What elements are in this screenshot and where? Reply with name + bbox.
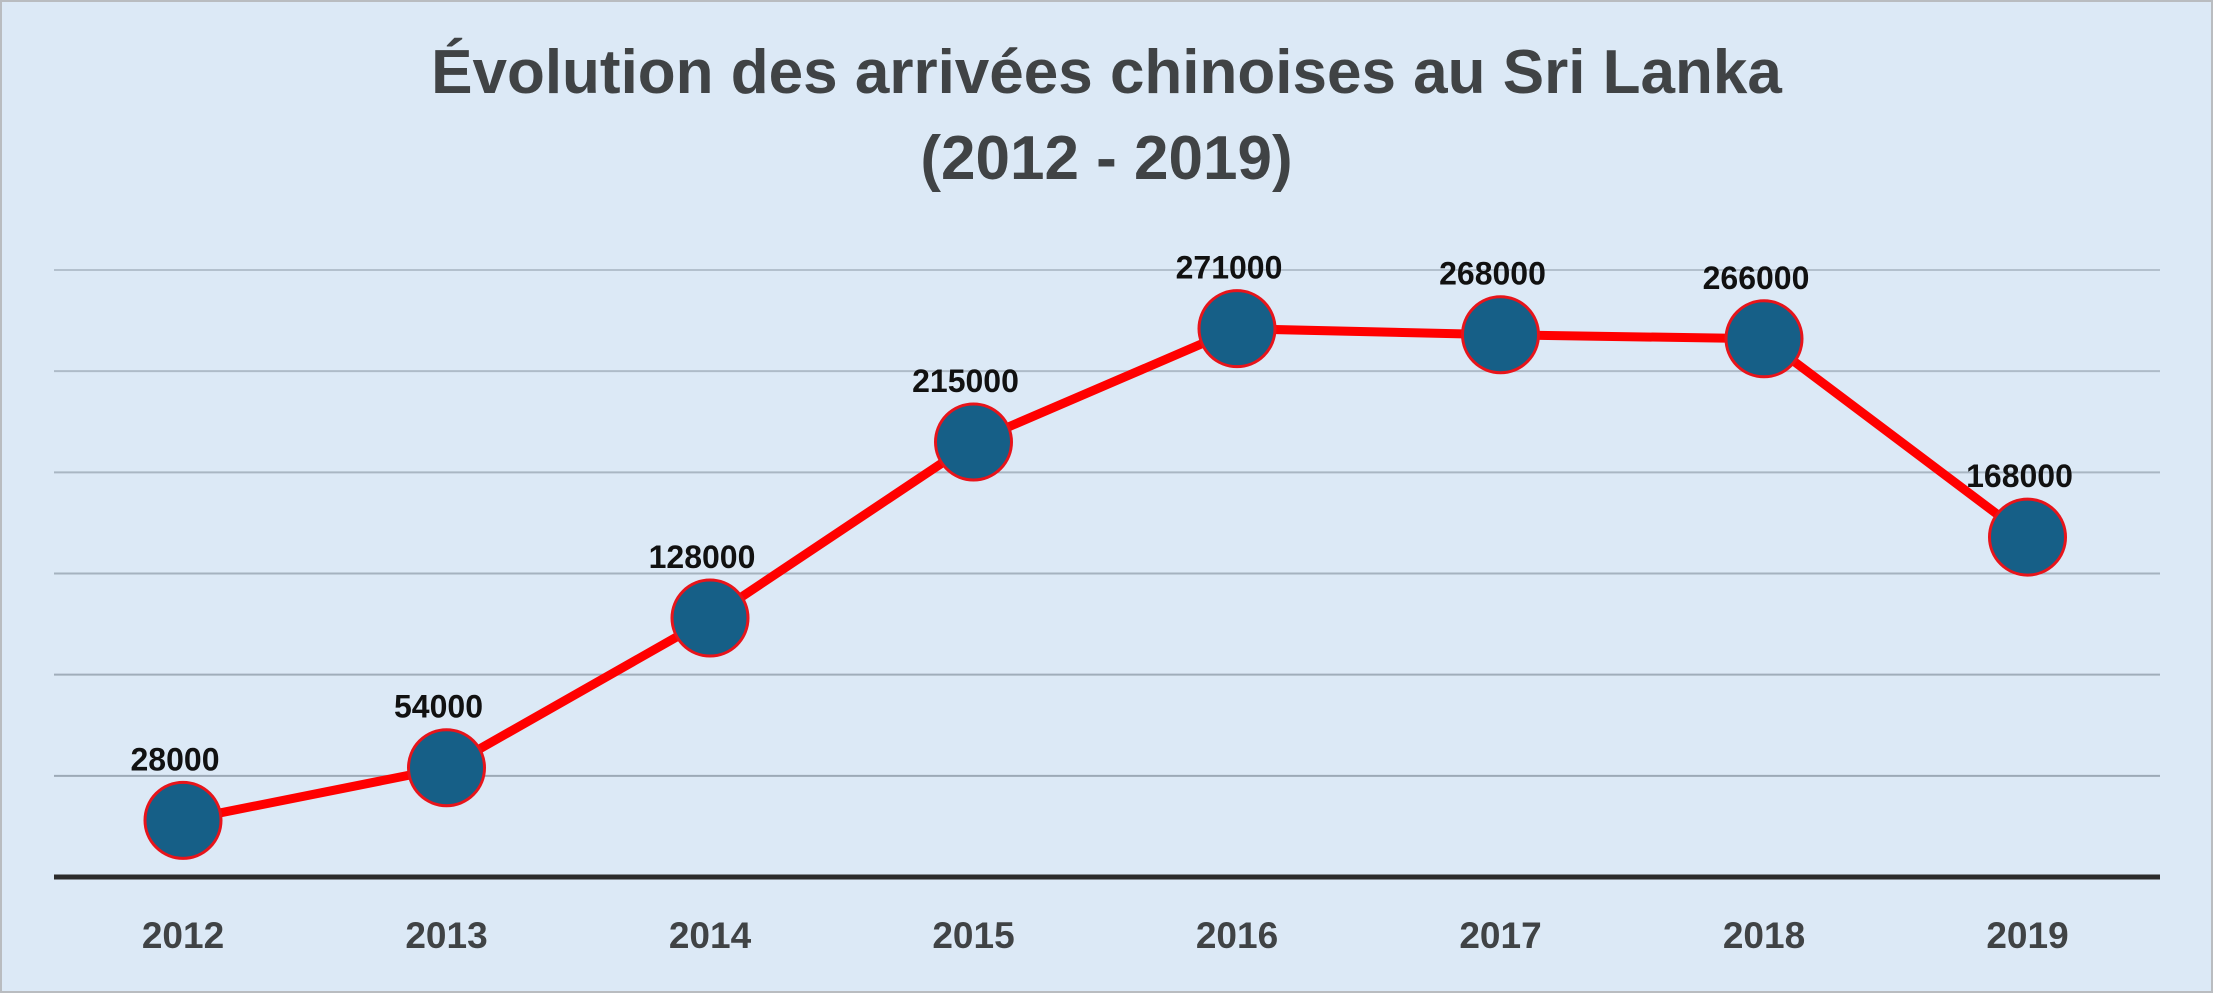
data-point-marker bbox=[1461, 295, 1540, 375]
chart-title: Évolution des arrivées chinoises au Sri … bbox=[431, 38, 1782, 107]
x-tick-label: 2012 bbox=[142, 915, 224, 956]
data-markers bbox=[143, 289, 2067, 860]
x-tick-label: 2013 bbox=[405, 915, 487, 956]
series-line bbox=[182, 324, 2031, 825]
x-tick-labels: 2012 2013 2014 2015 2016 2017 2018 2019 bbox=[142, 915, 2069, 956]
data-labels: 28000 54000 128000 215000 271000 268000 266000… bbox=[131, 250, 2073, 778]
x-tick-label: 2014 bbox=[669, 915, 752, 956]
data-label: 128000 bbox=[649, 539, 756, 575]
x-tick-label: 2015 bbox=[932, 915, 1014, 956]
data-point-marker bbox=[1197, 289, 1277, 369]
data-label: 268000 bbox=[1439, 256, 1546, 292]
data-point-marker bbox=[407, 728, 486, 808]
data-point-marker bbox=[934, 402, 1013, 482]
data-label: 215000 bbox=[912, 363, 1019, 399]
chart-subtitle: (2012 - 2019) bbox=[920, 124, 1293, 193]
data-label: 168000 bbox=[1966, 458, 2073, 494]
data-point-marker bbox=[1724, 299, 1804, 379]
x-tick-label: 2019 bbox=[1986, 915, 2068, 956]
data-point-marker bbox=[670, 578, 750, 658]
x-tick-label: 2017 bbox=[1459, 915, 1541, 956]
data-label: 28000 bbox=[131, 741, 220, 777]
data-point-marker bbox=[1988, 497, 2067, 577]
data-point-marker bbox=[143, 780, 223, 860]
gridlines bbox=[54, 269, 2160, 777]
x-tick-label: 2016 bbox=[1196, 915, 1278, 956]
data-label: 54000 bbox=[394, 689, 483, 725]
x-tick-label: 2018 bbox=[1723, 915, 1805, 956]
chart-title-block: Évolution des arrivées chinoises au Sri … bbox=[0, 30, 2213, 202]
data-label: 266000 bbox=[1703, 260, 1810, 296]
data-label: 271000 bbox=[1176, 250, 1283, 286]
